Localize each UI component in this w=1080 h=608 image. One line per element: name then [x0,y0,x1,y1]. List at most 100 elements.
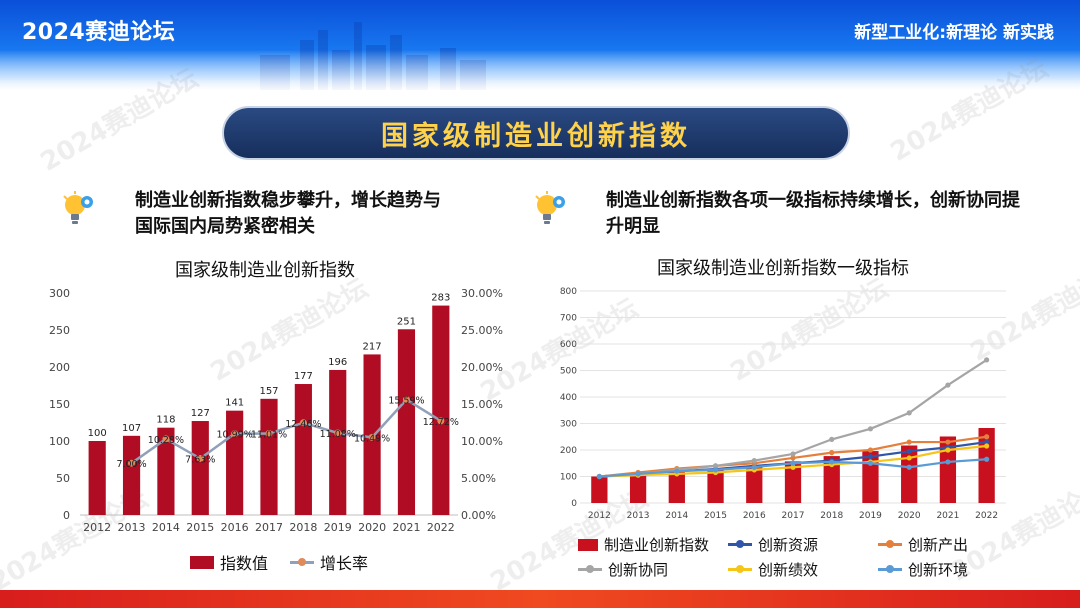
growth-rate-label: 10.49% [354,433,390,444]
x-tick-label: 2017 [782,511,805,521]
header-banner: 2024赛迪论坛 新型工业化:新理论 新实践 [0,0,1080,90]
series-point [945,447,951,453]
left-chart-title: 国家级制造业创新指数 [175,260,355,281]
growth-rate-label: 11.01% [251,430,287,441]
series-point [984,456,990,462]
series-point [829,459,835,465]
growth-rate-point [368,433,376,441]
series-point [790,460,796,466]
series-point [984,357,990,363]
x-tick-label: 2012 [588,511,611,521]
left-chart-legend: 指数值 增长率 [190,550,368,574]
bar [707,469,724,503]
series-point [712,463,719,469]
x-tick-label: 2020 [358,521,386,534]
series-point [984,439,990,445]
y-tick-label: 400 [560,393,577,403]
growth-rate-label: 12.72% [423,417,459,428]
series-point [984,443,990,449]
series-point [906,439,912,445]
lightbulb-gear-icon [535,191,565,224]
y-tick-label-left: 0 [63,509,70,522]
bar [157,427,175,515]
series-point [945,459,951,465]
y-tick-label-right: 30.00% [461,287,503,300]
growth-rate-point [437,417,445,425]
y-tick-label-right: 0.00% [461,509,496,522]
x-tick-label: 2016 [221,521,249,534]
x-tick-label: 2017 [255,521,283,534]
bar-value-label: 107 [122,423,141,434]
legend-item-index: 指数值 [190,550,268,574]
x-tick-label: 2019 [324,521,352,534]
legend-swatch [878,565,902,573]
legend-item: 制造业创新指数 [578,534,728,555]
growth-rate-label: 7.63% [185,455,215,466]
bar [88,441,106,515]
bar [629,474,647,503]
legend-swatch-line [290,557,315,566]
legend-item: 创新环境 [878,559,998,580]
right-section-heading: 制造业创新指数各项一级指标持续增长，创新协同提升明显 [606,190,1020,237]
legend-swatch [728,565,752,573]
bar [901,445,918,503]
x-tick-label: 2021 [392,521,420,534]
y-tick-label-left: 200 [49,361,70,374]
series-point [712,467,719,473]
series-point [829,436,835,442]
x-tick-label: 2015 [186,521,214,534]
legend-label: 创新产出 [908,536,969,554]
bar [294,384,312,515]
x-tick-label: 2014 [152,521,180,534]
indicator-line-chart: 0 100 200 300 400 500 600 700 800 2012 2013 2014 201… [560,287,1006,521]
y-tick-label-left: 150 [49,398,70,411]
x-tick-label: 2018 [820,511,843,521]
bar-value-label: 100 [88,428,107,439]
right-chart-title: 国家级制造业创新指数一级指标 [657,258,909,279]
y-tick-label: 600 [560,340,577,350]
growth-rate-label: 12.46% [285,419,321,430]
legend-item: 创新资源 [728,534,878,555]
legend-swatch [578,538,598,551]
y-tick-label: 200 [560,446,577,456]
bar [191,421,209,515]
y-tick-label-right: 25.00% [461,324,503,337]
series-point [635,471,641,477]
x-tick-label: 2022 [427,521,455,534]
main-title: 国家级制造业创新指数 [381,120,691,152]
series-point [906,410,912,416]
growth-rate-point [402,396,410,404]
growth-rate-point [265,430,273,438]
legend-item: 创新产出 [878,534,998,555]
series-point [829,450,835,456]
legend-item-growth: 增长率 [290,550,368,574]
y-tick-label-left: 300 [49,287,70,300]
right-chart-legend: 制造业创新指数 创新资源 创新产出 创新协同 创新绩效 创新环境 [578,534,998,580]
bar [939,436,957,503]
growth-rate-point [162,435,170,443]
legend-label: 创新环境 [908,561,969,579]
y-tick-label: 500 [560,367,577,377]
y-tick-label-left: 50 [56,472,70,485]
growth-rate-point [334,429,342,437]
y-tick-label-right: 20.00% [461,361,503,374]
series-point [945,382,951,388]
y-tick-label: 700 [560,314,577,324]
growth-rate-point [299,419,307,427]
x-tick-label: 2012 [83,521,111,534]
bar-value-label: 127 [191,408,210,419]
legend-swatch [728,540,752,548]
growth-rate-point [231,430,239,438]
index-bar-chart: 0 50 100 150 200 250 300 0.00% 5.00% 10.00% 15.00%… [49,287,503,534]
bar [668,471,685,503]
series-point [867,454,874,460]
x-tick-label: 2020 [898,511,921,521]
forum-slogan: 新型工业化:新理论 新实践 [854,23,1054,43]
legend-swatch-bar [190,555,214,569]
x-tick-label: 2016 [743,511,766,521]
series-point [674,468,680,474]
bar [746,465,763,503]
legend-label: 增长率 [320,554,369,573]
x-tick-label: 2018 [289,521,317,534]
growth-rate-label: 7.00% [116,459,146,470]
